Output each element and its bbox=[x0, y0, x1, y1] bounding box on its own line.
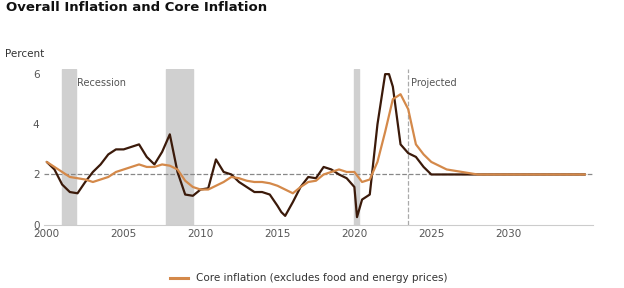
Text: Overall Inflation and Core Inflation: Overall Inflation and Core Inflation bbox=[6, 1, 267, 14]
Text: Recession: Recession bbox=[77, 78, 126, 88]
Text: Percent: Percent bbox=[5, 49, 44, 59]
Bar bbox=[166, 69, 193, 225]
Bar bbox=[62, 69, 76, 225]
Legend: Core inflation (excludes food and energy prices), Overall inflation, Federal Res: Core inflation (excludes food and energy… bbox=[170, 273, 447, 288]
Bar bbox=[354, 69, 359, 225]
Text: Projected: Projected bbox=[411, 78, 456, 88]
